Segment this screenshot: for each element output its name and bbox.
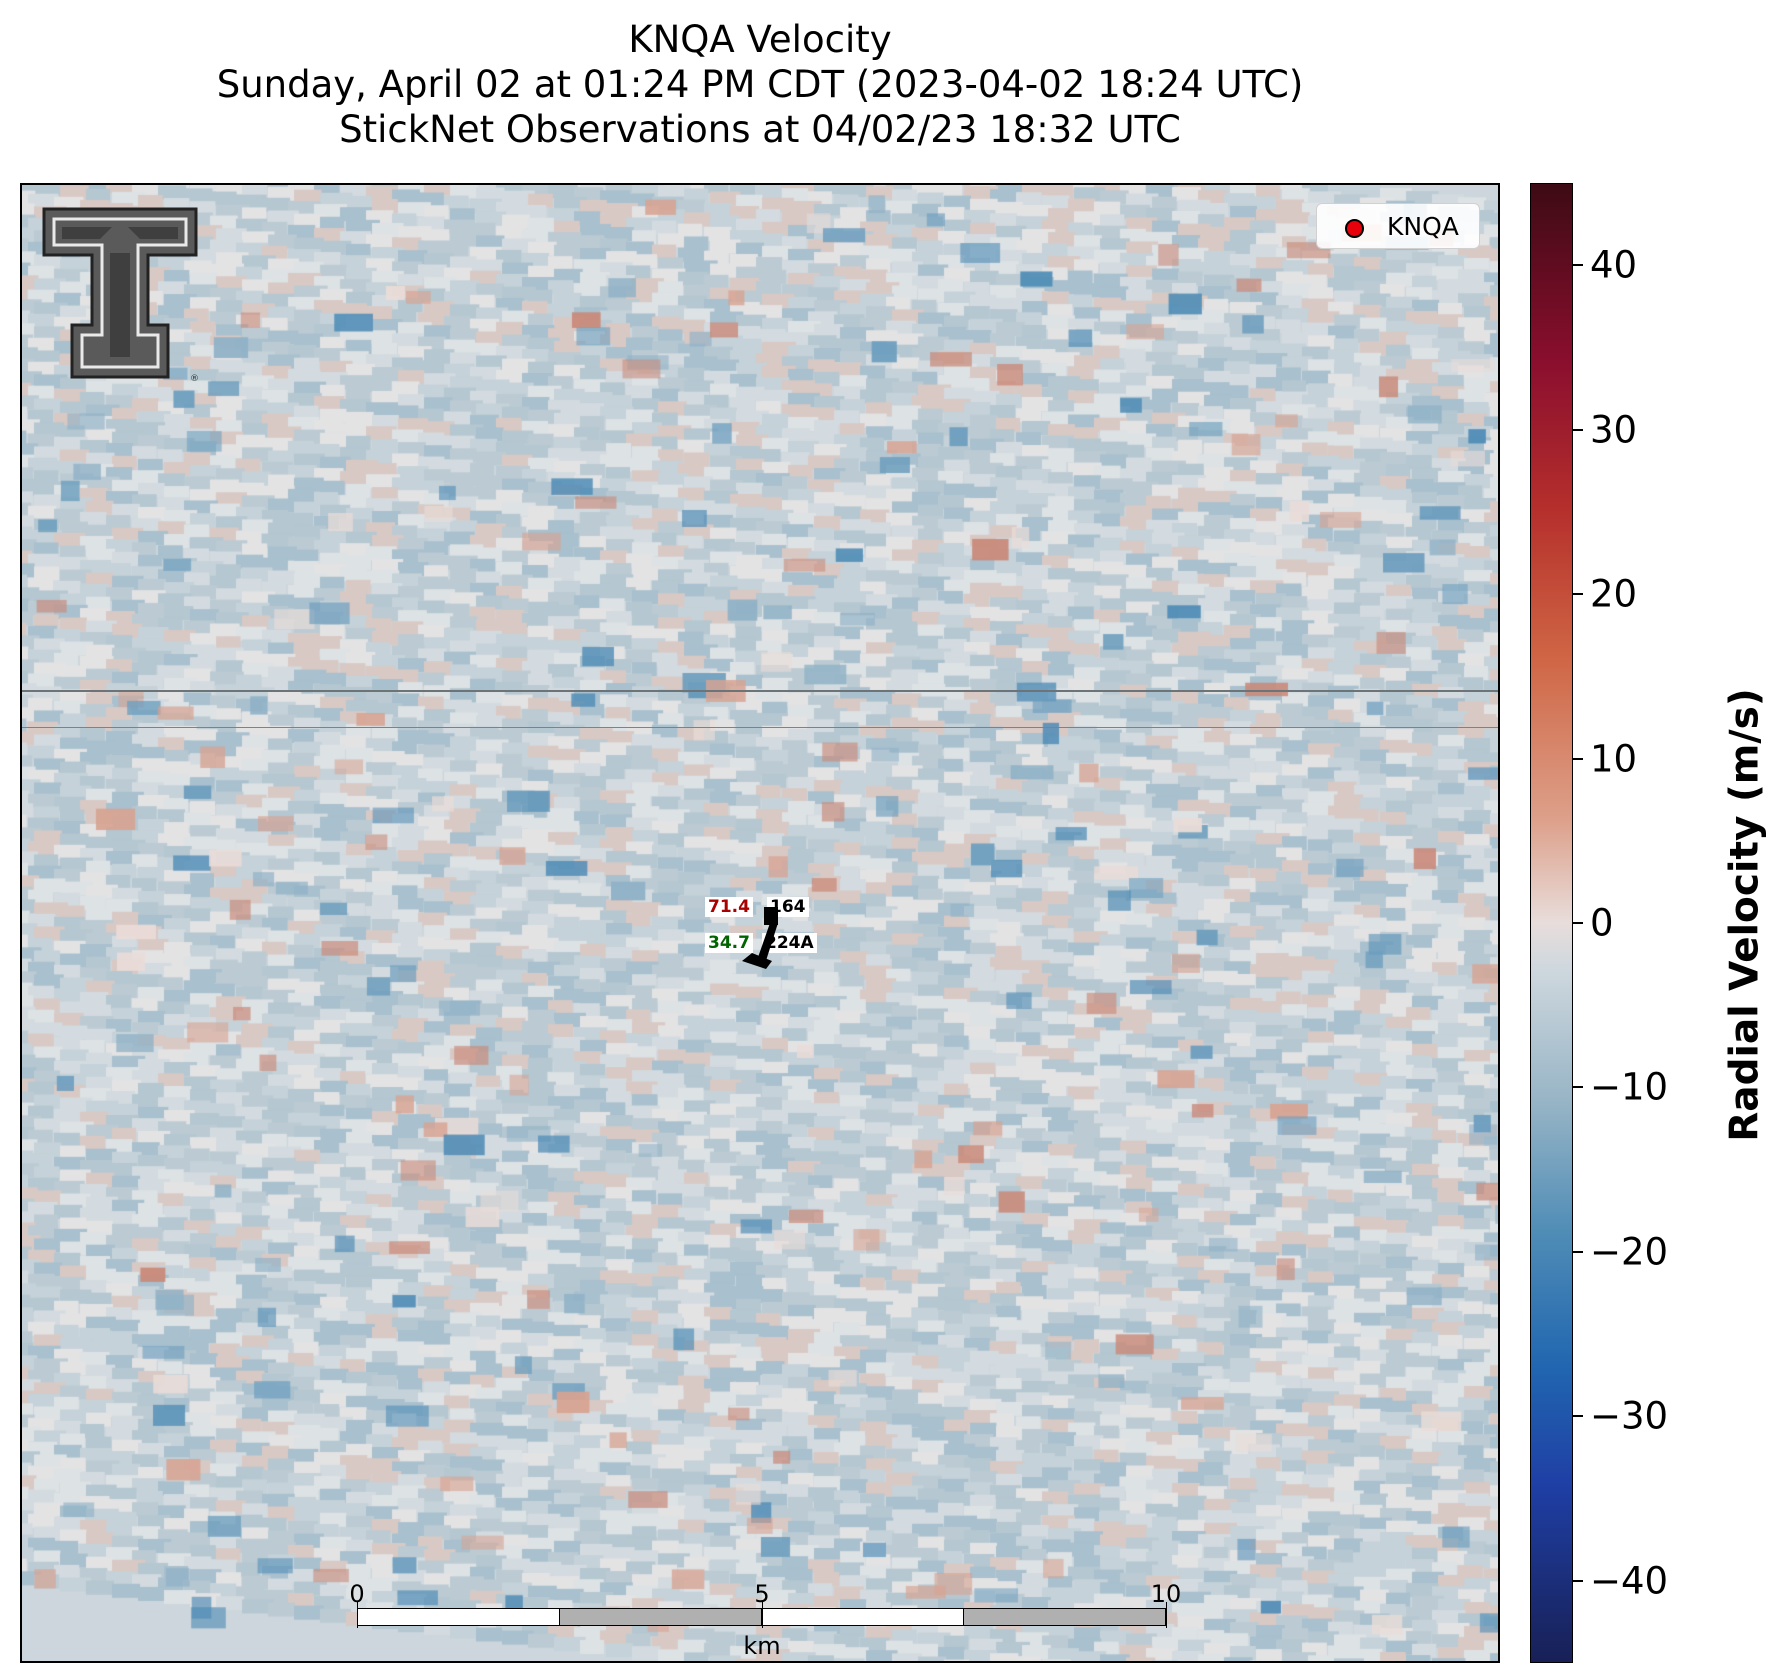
- colorbar-tick: [1573, 1250, 1583, 1253]
- colorbar-tick-label: 20: [1590, 572, 1638, 616]
- colorbar-tick: [1573, 757, 1583, 760]
- colorbar-tick-label: −10: [1590, 1065, 1669, 1109]
- title-line-3: StickNet Observations at 04/02/23 18:32 …: [339, 108, 1181, 151]
- colorbar-tick: [1573, 593, 1583, 596]
- station-id: 224A: [762, 933, 817, 953]
- colorbar-tick-label: −40: [1590, 1559, 1669, 1603]
- scale-bar-segment: [761, 1608, 964, 1626]
- colorbar-tick: [1573, 922, 1583, 924]
- colorbar-tick-label: −20: [1590, 1230, 1669, 1274]
- radar-map[interactable]: KNQA 71.4 164 34.7 224A 0 5 10 km: [20, 183, 1500, 1663]
- radar-velocity-field: [22, 185, 1498, 1661]
- title-line-1: KNQA Velocity: [628, 18, 892, 61]
- scale-tick-label: 10: [1150, 1580, 1182, 1608]
- scale-tick: [762, 1602, 763, 1628]
- colorbar-tick-label: 30: [1590, 408, 1638, 452]
- scale-tick: [357, 1602, 358, 1628]
- legend-label: KNQA: [1387, 211, 1459, 241]
- svg-text:®: ®: [190, 374, 199, 384]
- station-dewpoint: 34.7: [705, 933, 753, 953]
- wind-barb-icon: [742, 907, 778, 969]
- colorbar: [1530, 183, 1573, 1663]
- map-legend: KNQA: [1316, 203, 1480, 249]
- colorbar-tick: [1573, 1086, 1583, 1089]
- scale-bar-segment: [357, 1608, 560, 1626]
- scale-tick-label: 5: [754, 1580, 770, 1608]
- colorbar-tick-label: 0: [1590, 901, 1614, 945]
- colorbar-tick: [1573, 264, 1583, 267]
- colorbar-tick: [1573, 1415, 1583, 1418]
- scale-tick-label: 0: [349, 1580, 365, 1608]
- station-temperature: 71.4: [705, 897, 753, 917]
- radar-site-marker-icon: [1345, 219, 1364, 238]
- scale-unit: km: [743, 1632, 781, 1660]
- road-line: [22, 690, 1498, 692]
- colorbar-tick-label: −30: [1590, 1394, 1669, 1438]
- scale-bar-segment: [963, 1608, 1166, 1626]
- colorbar-tick: [1573, 428, 1583, 431]
- colorbar-title: Radial Velocity (m/s): [1722, 688, 1768, 1142]
- scale-tick: [1166, 1602, 1167, 1628]
- scale-bar-segment: [559, 1608, 762, 1626]
- colorbar-tick: [1573, 1579, 1583, 1582]
- colorbar-tick-label: 40: [1590, 243, 1638, 287]
- road-line: [22, 727, 1498, 728]
- texas-tech-double-t-logo: ®: [42, 207, 199, 384]
- title-line-2: Sunday, April 02 at 01:24 PM CDT (2023-0…: [216, 63, 1304, 106]
- scale-bar: 0 5 10 km: [349, 1580, 1181, 1660]
- colorbar-tick-label: 10: [1590, 737, 1638, 781]
